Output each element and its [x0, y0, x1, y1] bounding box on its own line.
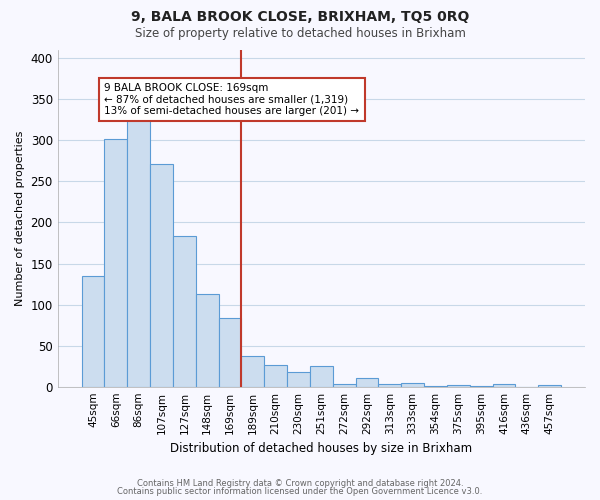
Bar — [196, 294, 218, 386]
Text: Contains HM Land Registry data © Crown copyright and database right 2024.: Contains HM Land Registry data © Crown c… — [137, 478, 463, 488]
Bar — [538, 385, 561, 386]
Bar — [287, 372, 310, 386]
Text: Size of property relative to detached houses in Brixham: Size of property relative to detached ho… — [134, 28, 466, 40]
Bar — [218, 318, 241, 386]
Bar — [173, 236, 196, 386]
Text: Contains public sector information licensed under the Open Government Licence v3: Contains public sector information licen… — [118, 487, 482, 496]
Bar — [310, 366, 333, 386]
Bar — [401, 382, 424, 386]
Bar — [82, 276, 104, 386]
Bar — [379, 384, 401, 386]
Bar — [127, 120, 150, 386]
Bar — [447, 385, 470, 386]
Text: 9, BALA BROOK CLOSE, BRIXHAM, TQ5 0RQ: 9, BALA BROOK CLOSE, BRIXHAM, TQ5 0RQ — [131, 10, 469, 24]
Bar — [264, 364, 287, 386]
Text: 9 BALA BROOK CLOSE: 169sqm
← 87% of detached houses are smaller (1,319)
13% of s: 9 BALA BROOK CLOSE: 169sqm ← 87% of deta… — [104, 83, 359, 116]
Y-axis label: Number of detached properties: Number of detached properties — [15, 130, 25, 306]
Bar — [493, 384, 515, 386]
Bar — [150, 164, 173, 386]
Bar — [104, 138, 127, 386]
Bar — [241, 356, 264, 386]
Bar — [333, 384, 356, 386]
Bar — [356, 378, 379, 386]
X-axis label: Distribution of detached houses by size in Brixham: Distribution of detached houses by size … — [170, 442, 472, 455]
